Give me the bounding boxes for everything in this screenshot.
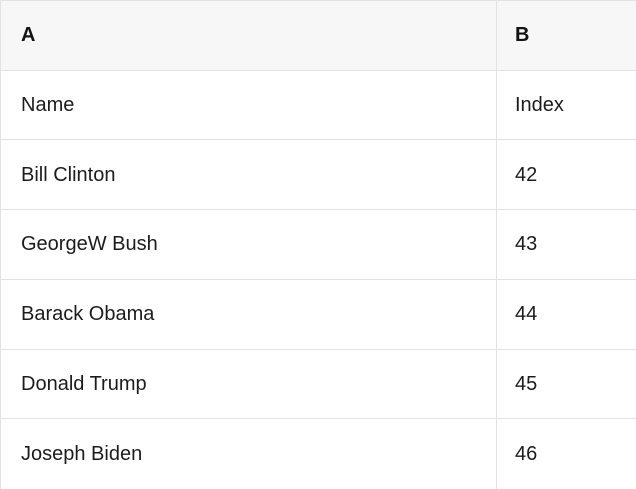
cell-name[interactable]: Donald Trump (1, 349, 497, 419)
cell-name[interactable]: Barack Obama (1, 279, 497, 349)
cell-index[interactable]: 46 (497, 419, 636, 489)
cell-name[interactable]: Name (1, 70, 497, 140)
cell-index[interactable]: 44 (497, 279, 636, 349)
cell-index[interactable]: Index (497, 70, 636, 140)
table-row: Name Index (1, 70, 636, 141)
cell-name[interactable]: Joseph Biden (1, 419, 497, 489)
cell-name[interactable]: GeorgeW Bush (1, 210, 497, 279)
column-header-row: A B (1, 1, 636, 71)
cell-index[interactable]: 45 (497, 349, 636, 419)
table-row: Barack Obama 44 (1, 279, 636, 350)
table-row: GeorgeW Bush 43 (1, 210, 636, 280)
table-row: Joseph Biden 46 (1, 419, 636, 489)
cell-name[interactable]: Bill Clinton (1, 140, 497, 210)
table-row: Donald Trump 45 (1, 349, 636, 420)
column-header-a[interactable]: A (1, 1, 497, 70)
cell-index[interactable]: 43 (497, 210, 636, 279)
table-row: Bill Clinton 42 (1, 140, 636, 211)
cell-index[interactable]: 42 (497, 140, 636, 210)
column-header-b[interactable]: B (497, 1, 636, 70)
